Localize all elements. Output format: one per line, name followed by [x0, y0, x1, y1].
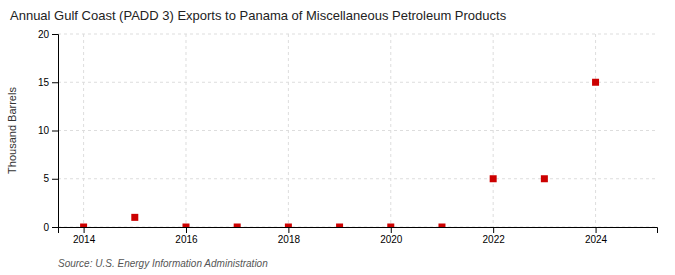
tick: 2016: [175, 227, 198, 245]
grid-line-y: [58, 130, 657, 131]
tick-label: 15: [38, 77, 50, 88]
tick: 2018: [278, 227, 301, 245]
point: [541, 175, 548, 182]
point: [490, 175, 497, 182]
grid-line-y: [58, 34, 657, 35]
grid-line-x: [288, 34, 289, 227]
tick-mark: [84, 227, 85, 233]
tick-label: 2020: [380, 234, 403, 245]
tick-mark: [52, 227, 58, 228]
tick: 2022: [483, 227, 506, 245]
point: [285, 224, 292, 228]
grid-line-y: [58, 82, 657, 83]
point: [234, 224, 241, 228]
tick-mark: [596, 227, 597, 233]
y-axis-label: Thousand Barrels: [6, 87, 18, 174]
tick-mark: [288, 227, 289, 233]
tick-mark: [186, 227, 187, 233]
tick-mark: [493, 227, 494, 233]
x-axis: 2014 2016 2018 2020 2022 2024: [59, 227, 658, 245]
grid-line-x: [493, 34, 494, 227]
tick-mark: [52, 82, 58, 83]
tick: 5: [43, 173, 58, 184]
tick-mark: [391, 227, 392, 233]
axis-line: [59, 228, 658, 234]
point: [387, 224, 394, 228]
source-note: Source: U.S. Energy Information Administ…: [58, 258, 268, 269]
grid-line-x: [595, 34, 596, 227]
point: [80, 224, 87, 228]
point: [182, 224, 189, 228]
tick-label: 0: [43, 222, 49, 233]
grid-line-x: [83, 34, 84, 227]
axis-line: [52, 35, 59, 228]
tick-label: 20: [38, 29, 50, 40]
y-axis: 0 5 10 15 20: [38, 29, 59, 233]
points: [80, 79, 599, 227]
point: [438, 224, 445, 228]
grid-line-x: [185, 34, 186, 227]
tick-label: 2014: [73, 234, 96, 245]
tick: 2020: [380, 227, 403, 245]
tick: 2024: [585, 227, 608, 245]
point: [131, 214, 138, 221]
tick: 15: [38, 77, 58, 88]
plot: 2014 2016 2018 2020 2022 2024 0 5 10 15 20: [38, 29, 658, 245]
title: Annual Gulf Coast (PADD 3) Exports to Pa…: [10, 8, 507, 23]
tick-mark: [52, 179, 58, 180]
grid-line-y: [58, 178, 657, 179]
tick-label: 2024: [585, 234, 608, 245]
tick: 20: [38, 29, 58, 40]
tick-label: 5: [43, 173, 49, 184]
tick-label: 2016: [175, 234, 198, 245]
tick-label: 2018: [278, 234, 301, 245]
tick-mark: [52, 131, 58, 132]
tick: 0: [43, 222, 58, 233]
tick: 10: [38, 125, 58, 136]
grid: [58, 34, 657, 227]
tick-mark: [52, 34, 58, 35]
point: [592, 79, 599, 86]
tick-label: 10: [38, 125, 50, 136]
point: [336, 224, 343, 228]
tick: 2014: [73, 227, 96, 245]
chart: 2014 2016 2018 2020 2022 2024 0 5 10 15 20 Annual G…: [0, 0, 675, 275]
grid-line-x: [390, 34, 391, 227]
tick-label: 2022: [483, 234, 506, 245]
